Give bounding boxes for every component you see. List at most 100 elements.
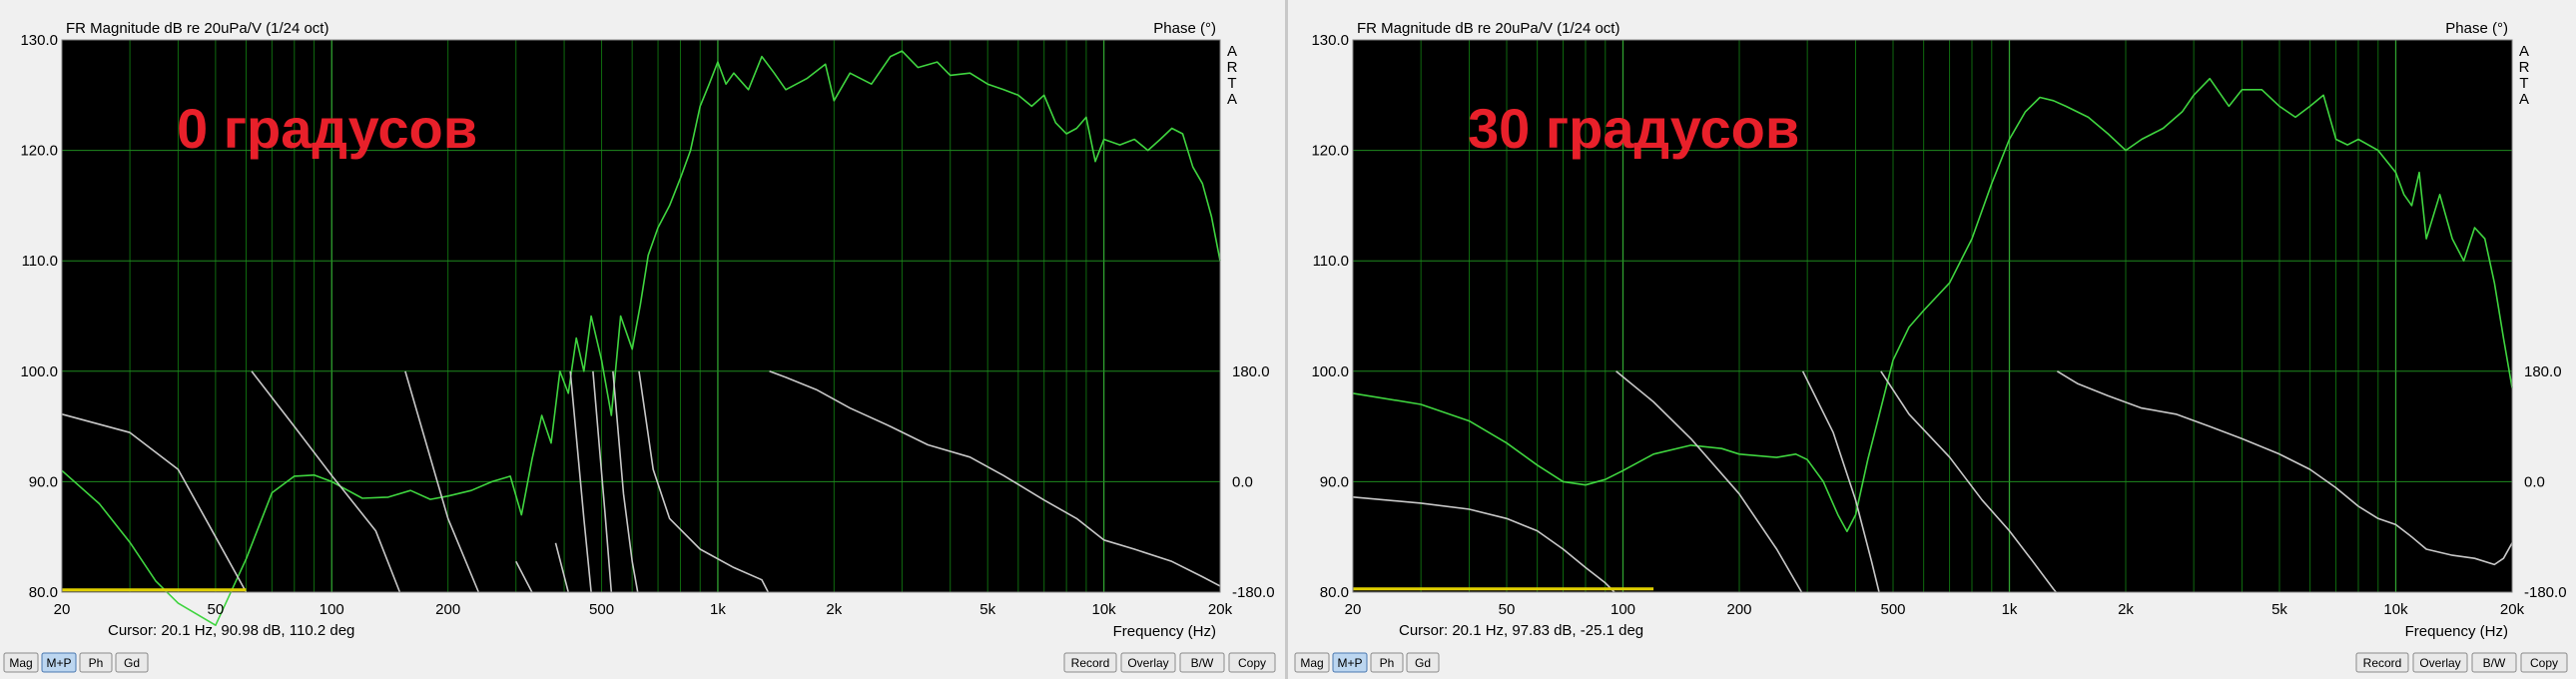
arta-logo-letter: A <box>2519 43 2529 60</box>
action-button-label: Record <box>1071 656 1110 670</box>
y-tick-label: 90.0 <box>29 473 58 490</box>
x-tick-label: 200 <box>1726 601 1751 618</box>
arta-logo-letter: A <box>2519 91 2529 108</box>
bw-button[interactable]: B/W <box>2471 652 2517 673</box>
arta-logo-letter: A <box>1227 91 1237 108</box>
x-tick-label: 20k <box>2500 601 2525 618</box>
y-tick-label: 80.0 <box>1320 584 1349 601</box>
plot-border <box>1352 39 2513 593</box>
phase-tick-label: 0.0 <box>2524 473 2545 490</box>
phase-tick-label: 180.0 <box>2524 363 2562 380</box>
x-tick-label: 500 <box>1880 601 1905 618</box>
plot-area[interactable] <box>62 40 1220 592</box>
x-tick-label: 20k <box>1208 601 1233 618</box>
phase-tick-label: -180.0 <box>1232 584 1275 601</box>
mode-button-label: Mag <box>9 656 32 670</box>
mode-button-label: Gd <box>124 656 140 670</box>
y-tick-label: 80.0 <box>29 584 58 601</box>
frequency-axis-label: Frequency (Hz) <box>2405 623 2508 640</box>
record-button[interactable]: Record <box>2355 652 2409 673</box>
chart-title: FR Magnitude dB re 20uPa/V (1/24 oct) <box>1357 20 1619 37</box>
copy-button[interactable]: Copy <box>1228 652 1276 673</box>
overlay-button[interactable]: Overlay <box>1120 652 1176 673</box>
mode-button-gd[interactable]: Gd <box>115 652 149 673</box>
plot-area[interactable] <box>1353 40 2512 592</box>
y-tick-label: 90.0 <box>1320 473 1349 490</box>
y-tick-label: 120.0 <box>20 143 58 160</box>
x-tick-label: 5k <box>2271 601 2287 618</box>
phase-axis-label: Phase (°) <box>1153 20 1216 37</box>
x-tick-label: 50 <box>208 601 225 618</box>
phase-axis-label: Phase (°) <box>2445 20 2508 37</box>
magnitude-series-line <box>61 50 1221 626</box>
x-tick-label: 2k <box>826 601 842 618</box>
action-button-label: Copy <box>1238 656 1266 670</box>
arta-logo-letter: A <box>1227 43 1237 60</box>
x-tick-label: 20 <box>54 601 71 618</box>
mode-button-label: Mag <box>1300 656 1323 670</box>
mode-button-mag[interactable]: Mag <box>3 652 39 673</box>
plot-border <box>61 39 1221 593</box>
y-tick-label: 100.0 <box>1311 363 1349 380</box>
x-tick-label: 100 <box>1610 601 1635 618</box>
x-tick-label: 20 <box>1345 601 1362 618</box>
window-separator <box>1285 0 1288 679</box>
arta-logo-letter: T <box>1227 75 1236 92</box>
phase-tick-label: 0.0 <box>1232 473 1253 490</box>
action-button-label: Record <box>2363 656 2402 670</box>
toolbar: Mag M+P Ph Gd Record Overlay B/W Copy <box>3 652 1276 673</box>
y-tick-label: 110.0 <box>1313 253 1349 270</box>
action-button-label: Overlay <box>2419 656 2460 670</box>
copy-button[interactable]: Copy <box>2520 652 2568 673</box>
mode-button-mpp[interactable]: M+P <box>1332 652 1368 673</box>
magnitude-series-line <box>1352 77 2513 532</box>
panel-right: FR Magnitude dB re 20uPa/V (1/24 oct) Pha… <box>1294 20 2568 673</box>
chart-title: FR Magnitude dB re 20uPa/V (1/24 oct) <box>66 20 328 37</box>
y-tick-label: 130.0 <box>20 32 58 49</box>
mode-button-ph[interactable]: Ph <box>1370 652 1404 673</box>
cursor-readout: Cursor: 20.1 Hz, 97.83 dB, -25.1 deg <box>1399 622 1643 639</box>
angle-overlay-label: 30 градусов <box>1468 97 1799 160</box>
cursor-readout: Cursor: 20.1 Hz, 90.98 dB, 110.2 deg <box>108 622 354 639</box>
x-tick-label: 200 <box>435 601 460 618</box>
action-button-label: B/W <box>1191 656 1214 670</box>
x-tick-label: 50 <box>1499 601 1516 618</box>
phase-series-line <box>1352 370 2513 593</box>
mode-button-ph[interactable]: Ph <box>79 652 113 673</box>
phase-tick-label: -180.0 <box>2524 584 2567 601</box>
y-tick-label: 110.0 <box>22 253 58 270</box>
phase-series-line <box>61 370 1221 593</box>
panel-left: FR Magnitude dB re 20uPa/V (1/24 oct) Pha… <box>3 20 1276 673</box>
y-tick-label: 120.0 <box>1311 143 1349 160</box>
arta-logo-letter: R <box>2519 59 2530 76</box>
mode-button-label: Ph <box>1380 656 1395 670</box>
arta-logo-letter: T <box>2519 75 2528 92</box>
bw-button[interactable]: B/W <box>1179 652 1225 673</box>
y-tick-label: 130.0 <box>1311 32 1349 49</box>
toolbar: Mag M+P Ph Gd Record Overlay B/W Copy <box>1294 652 2568 673</box>
mode-button-label: M+P <box>1337 656 1362 670</box>
mode-button-label: Gd <box>1415 656 1431 670</box>
record-button[interactable]: Record <box>1063 652 1117 673</box>
x-tick-label: 10k <box>2383 601 2408 618</box>
x-tick-label: 2k <box>2118 601 2134 618</box>
x-tick-label: 1k <box>2002 601 2018 618</box>
x-tick-label: 1k <box>710 601 726 618</box>
x-tick-label: 10k <box>1092 601 1117 618</box>
mode-button-gd[interactable]: Gd <box>1406 652 1440 673</box>
mode-button-mag[interactable]: Mag <box>1294 652 1330 673</box>
mode-button-label: M+P <box>46 656 71 670</box>
phase-tick-label: 180.0 <box>1232 363 1270 380</box>
overlay-button[interactable]: Overlay <box>2412 652 2468 673</box>
arta-logo-letter: R <box>1227 59 1238 76</box>
action-button-label: B/W <box>2483 656 2506 670</box>
angle-overlay-label: 0 градусов <box>177 97 477 160</box>
action-button-label: Copy <box>2530 656 2558 670</box>
x-tick-label: 5k <box>979 601 995 618</box>
mode-button-mpp[interactable]: M+P <box>41 652 77 673</box>
frequency-axis-label: Frequency (Hz) <box>1113 623 1216 640</box>
x-tick-label: 100 <box>320 601 344 618</box>
action-button-label: Overlay <box>1127 656 1168 670</box>
mode-button-label: Ph <box>89 656 104 670</box>
